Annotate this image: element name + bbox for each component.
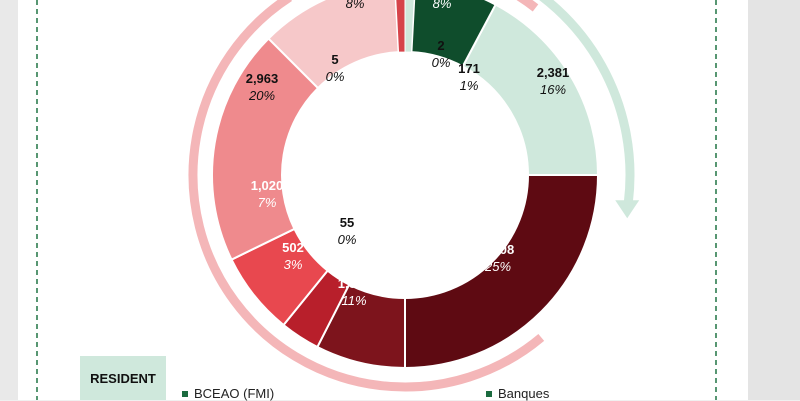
- segment-value-label: 2,963: [246, 71, 279, 86]
- donut-segment: [410, 0, 497, 68]
- legend-item-banques: Banques: [486, 386, 549, 401]
- segment-pct-label: 25%: [484, 259, 511, 274]
- legend-swatch: [486, 390, 492, 397]
- inner-value-label: 5: [331, 52, 338, 67]
- segment-pct-label: 16%: [540, 82, 566, 97]
- frame-right: [748, 0, 800, 400]
- legend-item-bceao: BCEAO (FMI): [182, 386, 274, 401]
- segment-pct-label: 8%: [433, 0, 452, 11]
- outer-pink-ring: [188, 0, 545, 392]
- outer-green-ring: [539, 0, 635, 203]
- inner-value-label: 55: [340, 215, 354, 230]
- resident-box: RESIDENT: [80, 356, 166, 400]
- segment-value-label: 3,708: [482, 242, 515, 257]
- inner-value-label: 171: [458, 61, 480, 76]
- inner-pct-label: 0%: [338, 232, 357, 247]
- segment-pct-label: 20%: [248, 88, 275, 103]
- frame-left: [0, 0, 18, 400]
- segment-pct-label: 7%: [258, 195, 277, 210]
- segment-pct-label: 8%: [346, 0, 365, 11]
- donut-segment: [267, 0, 400, 90]
- resident-label: RESIDENT: [90, 370, 156, 386]
- segment-value-label: 2,381: [537, 65, 570, 80]
- legend-swatch: [182, 390, 188, 397]
- inner-pct-label: 0%: [326, 69, 345, 84]
- inner-pct-label: 0%: [432, 55, 451, 70]
- donut-segment: [404, 0, 415, 53]
- segment-value-label: 1,666: [338, 276, 371, 291]
- inner-pct-label: 1%: [460, 78, 479, 93]
- green-arrow-head: [615, 200, 640, 219]
- segment-value-label: 502: [282, 240, 304, 255]
- segment-value-label: 1,020: [251, 178, 284, 193]
- donut-segment: [404, 174, 600, 370]
- legend-label: BCEAO (FMI): [194, 386, 275, 401]
- legend-label: Banques: [498, 386, 550, 401]
- segment-pct-label: 3%: [284, 257, 303, 272]
- inner-value-label: 2: [437, 38, 444, 53]
- segment-pct-label: 11%: [341, 293, 366, 308]
